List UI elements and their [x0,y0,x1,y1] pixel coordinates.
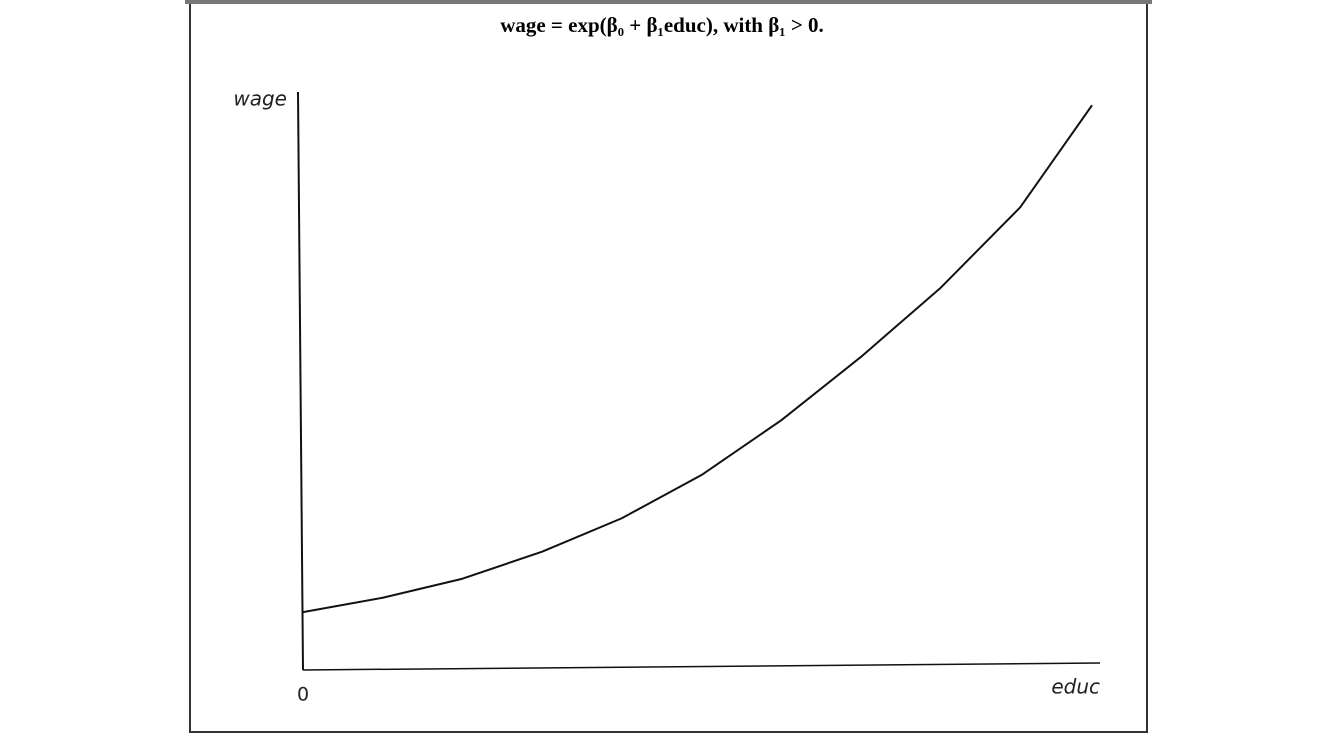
y-axis [297,91,304,671]
frame [189,0,1148,733]
top-edge [185,0,1152,4]
x-axis-label: educ [1051,675,1100,699]
chart-title: wage = exp(β₀ + β₁educ), with β₁ > 0. [500,13,824,37]
x-tick-label: 0 [297,684,309,706]
y-axis-label: wage [233,87,287,111]
x-axis [302,662,1101,671]
curve [302,104,1093,614]
